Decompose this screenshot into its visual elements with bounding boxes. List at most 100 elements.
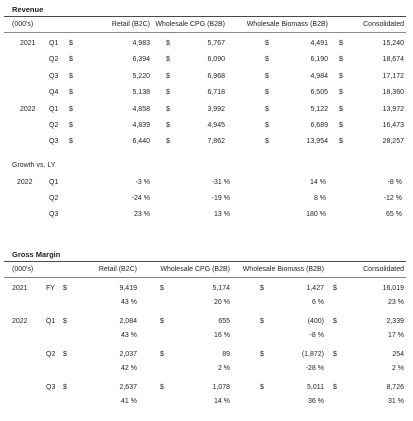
growth-biomass-pct: 14 % <box>310 179 326 186</box>
margin-cpg-pct: 2 % <box>217 365 230 372</box>
margin-cpg-pct: 20 % <box>214 299 230 306</box>
currency-symbol: $ <box>63 384 67 391</box>
revenue-quarter: Q1 <box>49 40 59 47</box>
currency-symbol: $ <box>63 318 67 325</box>
revenue-header-cpg: Wholesale CPG (B2B) <box>155 21 225 28</box>
currency-symbol: $ <box>166 72 170 80</box>
margin-retail-pct: 43 % <box>121 332 137 339</box>
revenue-biomass-value: 6,505 <box>310 89 328 97</box>
currency-symbol: $ <box>265 105 269 113</box>
growth-cpg-pct: -31 % <box>211 179 230 186</box>
revenue-title: Revenue <box>12 5 44 14</box>
currency-symbol: $ <box>166 40 170 47</box>
revenue-retail-value: 5,138 <box>132 89 150 97</box>
currency-symbol: $ <box>265 89 269 97</box>
revenue-consolidated-value: 28,257 <box>382 138 404 146</box>
revenue-top-rule <box>4 16 406 17</box>
growth-consolidated-pct: 65 % <box>386 211 402 218</box>
margin-consolidated-value: 254 <box>392 351 404 358</box>
revenue-quarter: Q2 <box>49 122 59 129</box>
margin-cpg-pct: 14 % <box>214 398 230 405</box>
margin-cpg-value: 89 <box>222 351 230 358</box>
currency-symbol: $ <box>166 56 170 64</box>
currency-symbol: $ <box>69 122 73 129</box>
margin-cpg-value: 5,174 <box>212 285 230 292</box>
revenue-cpg-value: 6,968 <box>207 72 225 80</box>
margin-consolidated-pct: 17 % <box>388 332 404 339</box>
margin-consolidated-value: 2,339 <box>386 318 404 325</box>
revenue-biomass-value: 4,491 <box>310 40 328 47</box>
revenue-header-consolidated: Consolidated <box>363 21 404 28</box>
currency-symbol: $ <box>260 384 264 391</box>
currency-symbol: $ <box>265 122 269 129</box>
margin-consolidated-value: 16,019 <box>382 285 404 292</box>
currency-symbol: $ <box>333 318 337 325</box>
currency-symbol: $ <box>260 351 264 358</box>
revenue-year: 2022 <box>20 105 36 113</box>
margin-header-cpg: Wholesale CPG (B2B) <box>160 266 230 273</box>
margin-quarter: Q3 <box>46 384 56 391</box>
margin-retail-value: 2,037 <box>119 351 137 358</box>
margin-biomass-value: 1,427 <box>306 285 324 292</box>
margin-cpg-pct: 16 % <box>214 332 230 339</box>
revenue-quarter: Q4 <box>49 89 59 97</box>
revenue-header-rule <box>4 32 406 33</box>
revenue-quarter: Q1 <box>49 105 59 113</box>
margin-retail-value: 9,419 <box>119 285 137 292</box>
currency-symbol: $ <box>160 285 164 292</box>
currency-symbol: $ <box>69 105 73 113</box>
margin-biomass-value: (1,872) <box>301 351 324 358</box>
revenue-retail-value: 4,839 <box>132 122 150 129</box>
margin-cpg-value: 655 <box>218 318 230 325</box>
margin-biomass-value: 5,011 <box>307 384 324 391</box>
revenue-cpg-value: 6,718 <box>207 89 225 97</box>
revenue-quarter: Q2 <box>49 56 59 64</box>
margin-header-retail: Retail (B2C) <box>98 266 137 273</box>
revenue-quarter: Q3 <box>49 72 59 80</box>
revenue-biomass-value: 6,190 <box>310 56 328 64</box>
currency-symbol: $ <box>260 285 264 292</box>
currency-symbol: $ <box>160 384 164 391</box>
currency-symbol: $ <box>339 122 343 129</box>
growth-quarter: Q2 <box>49 195 59 202</box>
margin-year: 2022 <box>12 318 28 325</box>
revenue-units: (000's) <box>12 21 34 28</box>
currency-symbol: $ <box>333 285 337 292</box>
currency-symbol: $ <box>265 72 269 80</box>
revenue-consolidated-value: 15,240 <box>382 40 404 47</box>
margin-quarter: FY <box>46 285 55 292</box>
margin-biomass-pct: -28 % <box>305 365 324 372</box>
currency-symbol: $ <box>265 138 269 146</box>
margin-biomass-pct: -8 % <box>309 332 324 339</box>
revenue-cpg-value: 7,862 <box>207 138 225 146</box>
margin-retail-value: 2,637 <box>119 384 137 391</box>
currency-symbol: $ <box>339 56 343 64</box>
growth-retail-pct: 23 % <box>134 211 150 218</box>
margin-retail-pct: 41 % <box>121 398 137 405</box>
margin-biomass-pct: 36 % <box>308 398 324 405</box>
growth-year: 2022 <box>17 179 33 186</box>
revenue-retail-value: 4,983 <box>132 40 150 47</box>
currency-symbol: $ <box>69 40 73 47</box>
revenue-biomass-value: 5,122 <box>310 105 328 113</box>
currency-symbol: $ <box>339 72 343 80</box>
margin-retail-value: 2,084 <box>119 318 137 325</box>
currency-symbol: $ <box>69 72 73 80</box>
margin-consolidated-pct: 2 % <box>391 365 404 372</box>
margin-top-rule <box>4 261 406 262</box>
currency-symbol: $ <box>63 285 67 292</box>
revenue-header-retail: Retail (B2C) <box>111 21 150 28</box>
margin-header-rule <box>4 277 406 278</box>
growth-quarter: Q1 <box>49 179 59 186</box>
growth-consolidated-pct: -8 % <box>387 179 402 186</box>
currency-symbol: $ <box>339 40 343 47</box>
currency-symbol: $ <box>166 105 170 113</box>
margin-biomass-pct: 6 % <box>311 299 324 306</box>
revenue-consolidated-value: 18,674 <box>382 56 404 64</box>
margin-header-biomass: Wholesale Biomass (B2B) <box>242 266 324 273</box>
currency-symbol: $ <box>160 351 164 358</box>
revenue-consolidated-value: 13,972 <box>382 105 404 113</box>
revenue-consolidated-value: 18,360 <box>382 89 404 97</box>
currency-symbol: $ <box>339 138 343 146</box>
currency-symbol: $ <box>339 105 343 113</box>
